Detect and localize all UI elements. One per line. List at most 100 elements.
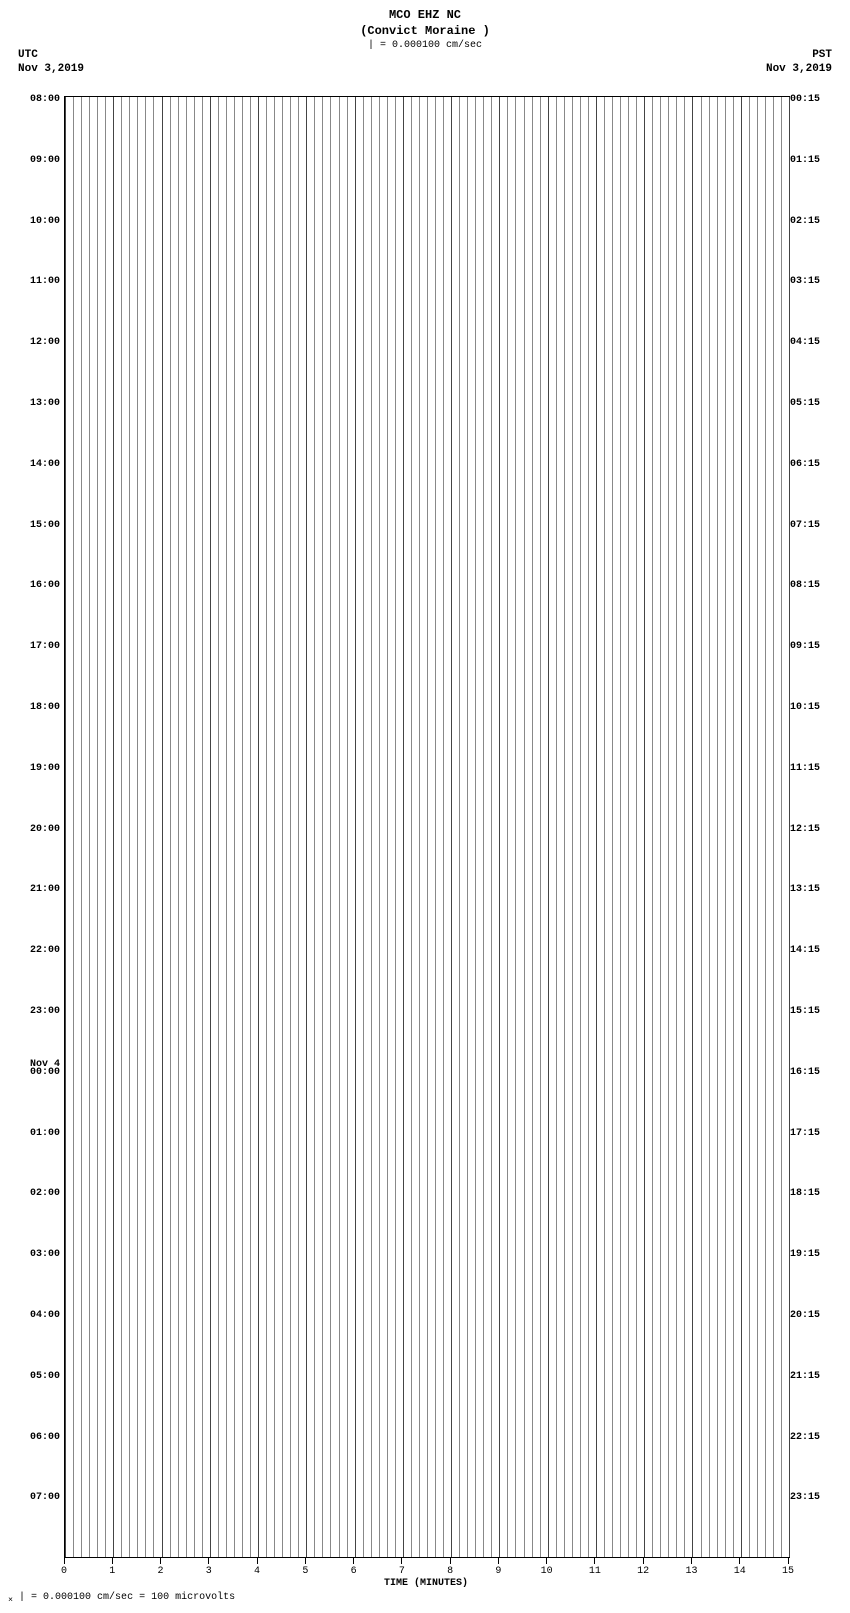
grid-v — [178, 97, 179, 1557]
x-tick: 10 — [541, 1558, 553, 1577]
pst-axis: 00:1501:1502:1503:1504:1505:1506:1507:15… — [788, 96, 842, 1556]
grid-v — [97, 97, 98, 1557]
footer-text: = 0.000100 cm/sec = 100 microvolts — [31, 1592, 235, 1603]
x-tick: 6 — [351, 1558, 357, 1577]
pst-zone: PST — [766, 48, 832, 62]
grid-v — [371, 97, 372, 1557]
x-tick: 8 — [447, 1558, 453, 1577]
scale-symbol-2: | — [19, 1592, 25, 1603]
grid-v — [282, 97, 283, 1557]
seismogram-panel: MCO EHZ NC (Convict Moraine ) | = 0.0001… — [8, 8, 842, 1605]
grid-v — [226, 97, 227, 1557]
grid-v — [556, 97, 557, 1557]
grid-v — [403, 97, 404, 1557]
x-tick: 2 — [158, 1558, 164, 1577]
utc-time-label: 12:00 — [30, 337, 60, 348]
x-tick: 1 — [109, 1558, 115, 1577]
pst-time-label: 06:15 — [790, 459, 820, 470]
header: MCO EHZ NC (Convict Moraine ) | = 0.0001… — [8, 8, 842, 88]
grid-v — [636, 97, 637, 1557]
pst-time-label: 07:15 — [790, 520, 820, 531]
utc-date: Nov 3,2019 — [18, 62, 84, 76]
utc-time-label: 05:00 — [30, 1371, 60, 1382]
grid-v — [218, 97, 219, 1557]
x-tick: 3 — [206, 1558, 212, 1577]
x-axis-title: TIME (MINUTES) — [64, 1578, 788, 1589]
grid-v — [314, 97, 315, 1557]
grid-v — [684, 97, 685, 1557]
pst-time-label: 11:15 — [790, 763, 820, 774]
grid-v — [588, 97, 589, 1557]
utc-time-label: 16:00 — [30, 580, 60, 591]
grid-v — [145, 97, 146, 1557]
grid-v — [483, 97, 484, 1557]
footer-scale: × | = 0.000100 cm/sec = 100 microvolts — [8, 1592, 235, 1605]
grid-v — [186, 97, 187, 1557]
pst-time-label: 22:15 — [790, 1432, 820, 1443]
pst-time-label: 13:15 — [790, 884, 820, 895]
pst-time-label: 04:15 — [790, 337, 820, 348]
station-code: MCO EHZ NC — [8, 8, 842, 24]
grid-v — [451, 97, 452, 1557]
utc-time-label: 22:00 — [30, 945, 60, 956]
grid-v — [620, 97, 621, 1557]
grid-v — [435, 97, 436, 1557]
grid-v — [387, 97, 388, 1557]
utc-time-label: 19:00 — [30, 763, 60, 774]
utc-time-label: 04:00 — [30, 1310, 60, 1321]
pst-time-label: 14:15 — [790, 945, 820, 956]
grid-v — [628, 97, 629, 1557]
grid-v — [789, 97, 790, 1557]
grid-v — [170, 97, 171, 1557]
pst-time-label: 12:15 — [790, 824, 820, 835]
utc-time-label: 21:00 — [30, 884, 60, 895]
grid-v — [411, 97, 412, 1557]
grid-v — [604, 97, 605, 1557]
grid-v — [379, 97, 380, 1557]
x-tick: 7 — [399, 1558, 405, 1577]
grid-v — [153, 97, 154, 1557]
grid-v — [644, 97, 645, 1557]
utc-time-label: 18:00 — [30, 702, 60, 713]
utc-time-label: 11:00 — [30, 276, 60, 287]
grid-v — [322, 97, 323, 1557]
grid-v — [475, 97, 476, 1557]
grid-v — [499, 97, 500, 1557]
grid-v — [162, 97, 163, 1557]
pst-time-label: 10:15 — [790, 702, 820, 713]
pst-time-label: 19:15 — [790, 1249, 820, 1260]
grid-v — [781, 97, 782, 1557]
x-tick: 0 — [61, 1558, 67, 1577]
grid-v — [660, 97, 661, 1557]
pst-time-label: 00:15 — [790, 94, 820, 105]
pst-time-label: 18:15 — [790, 1188, 820, 1199]
utc-axis: 08:0009:0010:0011:0012:0013:0014:0015:00… — [8, 96, 62, 1556]
utc-time-label: 15:00 — [30, 520, 60, 531]
utc-time-label: 20:00 — [30, 824, 60, 835]
utc-time-label: 08:00 — [30, 94, 60, 105]
pst-time-label: 15:15 — [790, 1006, 820, 1017]
grid-v — [692, 97, 693, 1557]
grid-v — [121, 97, 122, 1557]
utc-time-label: 01:00 — [30, 1128, 60, 1139]
x-tick: 9 — [495, 1558, 501, 1577]
x-tick: 4 — [254, 1558, 260, 1577]
grid-v — [234, 97, 235, 1557]
grid-v — [733, 97, 734, 1557]
grid-v — [668, 97, 669, 1557]
station-name: (Convict Moraine ) — [8, 24, 842, 40]
grid-v — [137, 97, 138, 1557]
utc-time-label: 03:00 — [30, 1249, 60, 1260]
grid-v — [467, 97, 468, 1557]
utc-header: UTC Nov 3,2019 — [18, 48, 84, 77]
grid-v — [258, 97, 259, 1557]
utc-time-label: 23:00 — [30, 1006, 60, 1017]
grid-v — [580, 97, 581, 1557]
grid-v — [540, 97, 541, 1557]
scale-info: | = 0.000100 cm/sec — [8, 39, 842, 52]
pst-time-label: 23:15 — [790, 1492, 820, 1503]
grid-v — [306, 97, 307, 1557]
x-tick: 5 — [302, 1558, 308, 1577]
x-tick: 12 — [637, 1558, 649, 1577]
x-tick: 11 — [589, 1558, 601, 1577]
